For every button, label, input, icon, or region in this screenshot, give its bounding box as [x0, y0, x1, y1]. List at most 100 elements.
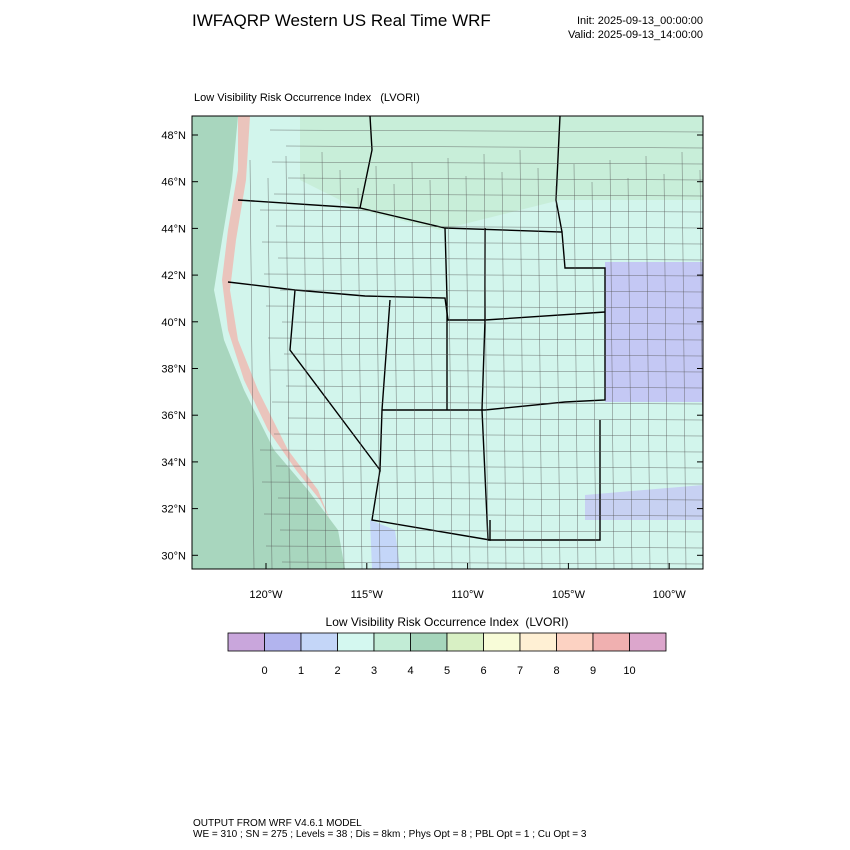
- county-line: [591, 181, 597, 569]
- lon-label: 100°W: [653, 589, 687, 601]
- lat-label: 38°N: [161, 364, 186, 376]
- colorbar-label: 8: [553, 665, 559, 677]
- county-line: [275, 465, 703, 469]
- county-line: [465, 175, 471, 569]
- county-line: [261, 481, 703, 485]
- footer-line: WE = 310 ; SN = 275 ; Levels = 38 ; Dis …: [193, 829, 587, 840]
- map-title: Low Visibility Risk Occurrence Index (LV…: [194, 92, 420, 104]
- county-line: [339, 169, 345, 569]
- county-line: [287, 177, 703, 181]
- lon-label: 115°W: [351, 589, 384, 601]
- lat-label: 34°N: [161, 457, 186, 469]
- county-line: [501, 171, 507, 569]
- colorbar-box: [446, 632, 484, 652]
- lat-label: 36°N: [161, 410, 186, 422]
- lat-label: 44°N: [161, 223, 186, 235]
- map: [191, 115, 704, 570]
- county-line: [277, 497, 703, 501]
- county-line: [249, 159, 255, 569]
- county-line: [275, 225, 703, 229]
- colorbar-label: 4: [407, 665, 413, 677]
- colorbar-label: 10: [623, 665, 635, 677]
- colorbar-box: [483, 632, 521, 652]
- county-line: [627, 177, 633, 569]
- colorbar-label: 3: [371, 665, 377, 677]
- map-frame: [191, 115, 704, 570]
- footer-line: OUTPUT FROM WRF V4.6.1 MODEL: [193, 818, 362, 829]
- ocean: [192, 116, 345, 569]
- lat-label: 42°N: [161, 270, 186, 282]
- lat-label: 40°N: [161, 317, 186, 329]
- county-line: [263, 513, 703, 517]
- county-line: [555, 185, 561, 569]
- northern-region: [300, 116, 703, 230]
- county-line: [273, 193, 703, 197]
- blue-band: [585, 485, 703, 520]
- gulf-region: [370, 520, 400, 569]
- colorbar-label: 7: [517, 665, 523, 677]
- county-line: [267, 337, 703, 341]
- county-borders: [249, 129, 703, 569]
- county-line: [285, 155, 291, 569]
- county-line: [287, 417, 703, 421]
- lon-label: 105°W: [552, 589, 586, 601]
- county-line: [263, 273, 703, 277]
- county-line: [271, 401, 703, 405]
- page-title: IWFAQRP Western US Real Time WRF: [192, 11, 491, 30]
- colorbar-box: [556, 632, 594, 652]
- county-line: [375, 165, 381, 569]
- colorbar-box: [300, 632, 338, 652]
- county-line: [393, 183, 399, 569]
- county-line: [681, 151, 687, 569]
- county-line: [259, 449, 703, 453]
- county-line: [281, 321, 703, 325]
- colorbar-box: [592, 632, 630, 652]
- colorbar-box: [629, 632, 667, 652]
- county-line: [429, 179, 435, 569]
- lon-axis: 120°W 115°W 110°W 105°W 100°W: [249, 563, 686, 601]
- coastal-high-risk: [222, 116, 330, 520]
- blue-region: [605, 262, 703, 402]
- valid-time: Valid: 2025-09-13_14:00:00: [568, 29, 703, 41]
- county-line: [357, 187, 363, 569]
- lon-label: 110°W: [451, 589, 484, 601]
- county-line: [271, 161, 703, 165]
- county-line: [573, 163, 579, 569]
- county-line: [609, 159, 615, 569]
- colorbar-label: 6: [480, 665, 486, 677]
- county-line: [483, 153, 489, 569]
- county-line: [269, 369, 703, 373]
- colorbar-box: [337, 632, 375, 652]
- county-line: [277, 257, 703, 261]
- county-line: [279, 289, 703, 293]
- county-line: [269, 129, 703, 133]
- county-line: [285, 145, 703, 149]
- county-line: [267, 177, 273, 569]
- lat-axis: 48°N 46°N 44°N 42°N 40°N 38°N 36°N 34°N 32°N 30°N: [161, 130, 703, 562]
- colorbar-box: [373, 632, 411, 652]
- county-line: [283, 353, 703, 357]
- county-line: [321, 151, 327, 569]
- county-line: [537, 167, 543, 569]
- lat-label: 32°N: [161, 504, 186, 516]
- colorbar-label: 0: [261, 665, 267, 677]
- county-line: [265, 305, 703, 309]
- county-line: [447, 157, 453, 569]
- county-line: [645, 155, 651, 569]
- lat-label: 48°N: [161, 130, 186, 142]
- colorbar-label: 2: [334, 665, 340, 677]
- lat-label: 30°N: [161, 550, 186, 562]
- colorbar-label: 5: [444, 665, 450, 677]
- colorbar-box: [410, 632, 448, 652]
- init-time: Init: 2025-09-13_00:00:00: [577, 15, 703, 27]
- county-line: [411, 161, 417, 569]
- colorbar-box: [264, 632, 302, 652]
- county-line: [699, 169, 703, 490]
- county-line: [259, 209, 703, 213]
- colorbar-label: 9: [590, 665, 596, 677]
- lat-label: 46°N: [161, 177, 186, 189]
- colorbar-label: 1: [298, 665, 304, 677]
- colorbar-box: [519, 632, 557, 652]
- county-line: [265, 545, 703, 549]
